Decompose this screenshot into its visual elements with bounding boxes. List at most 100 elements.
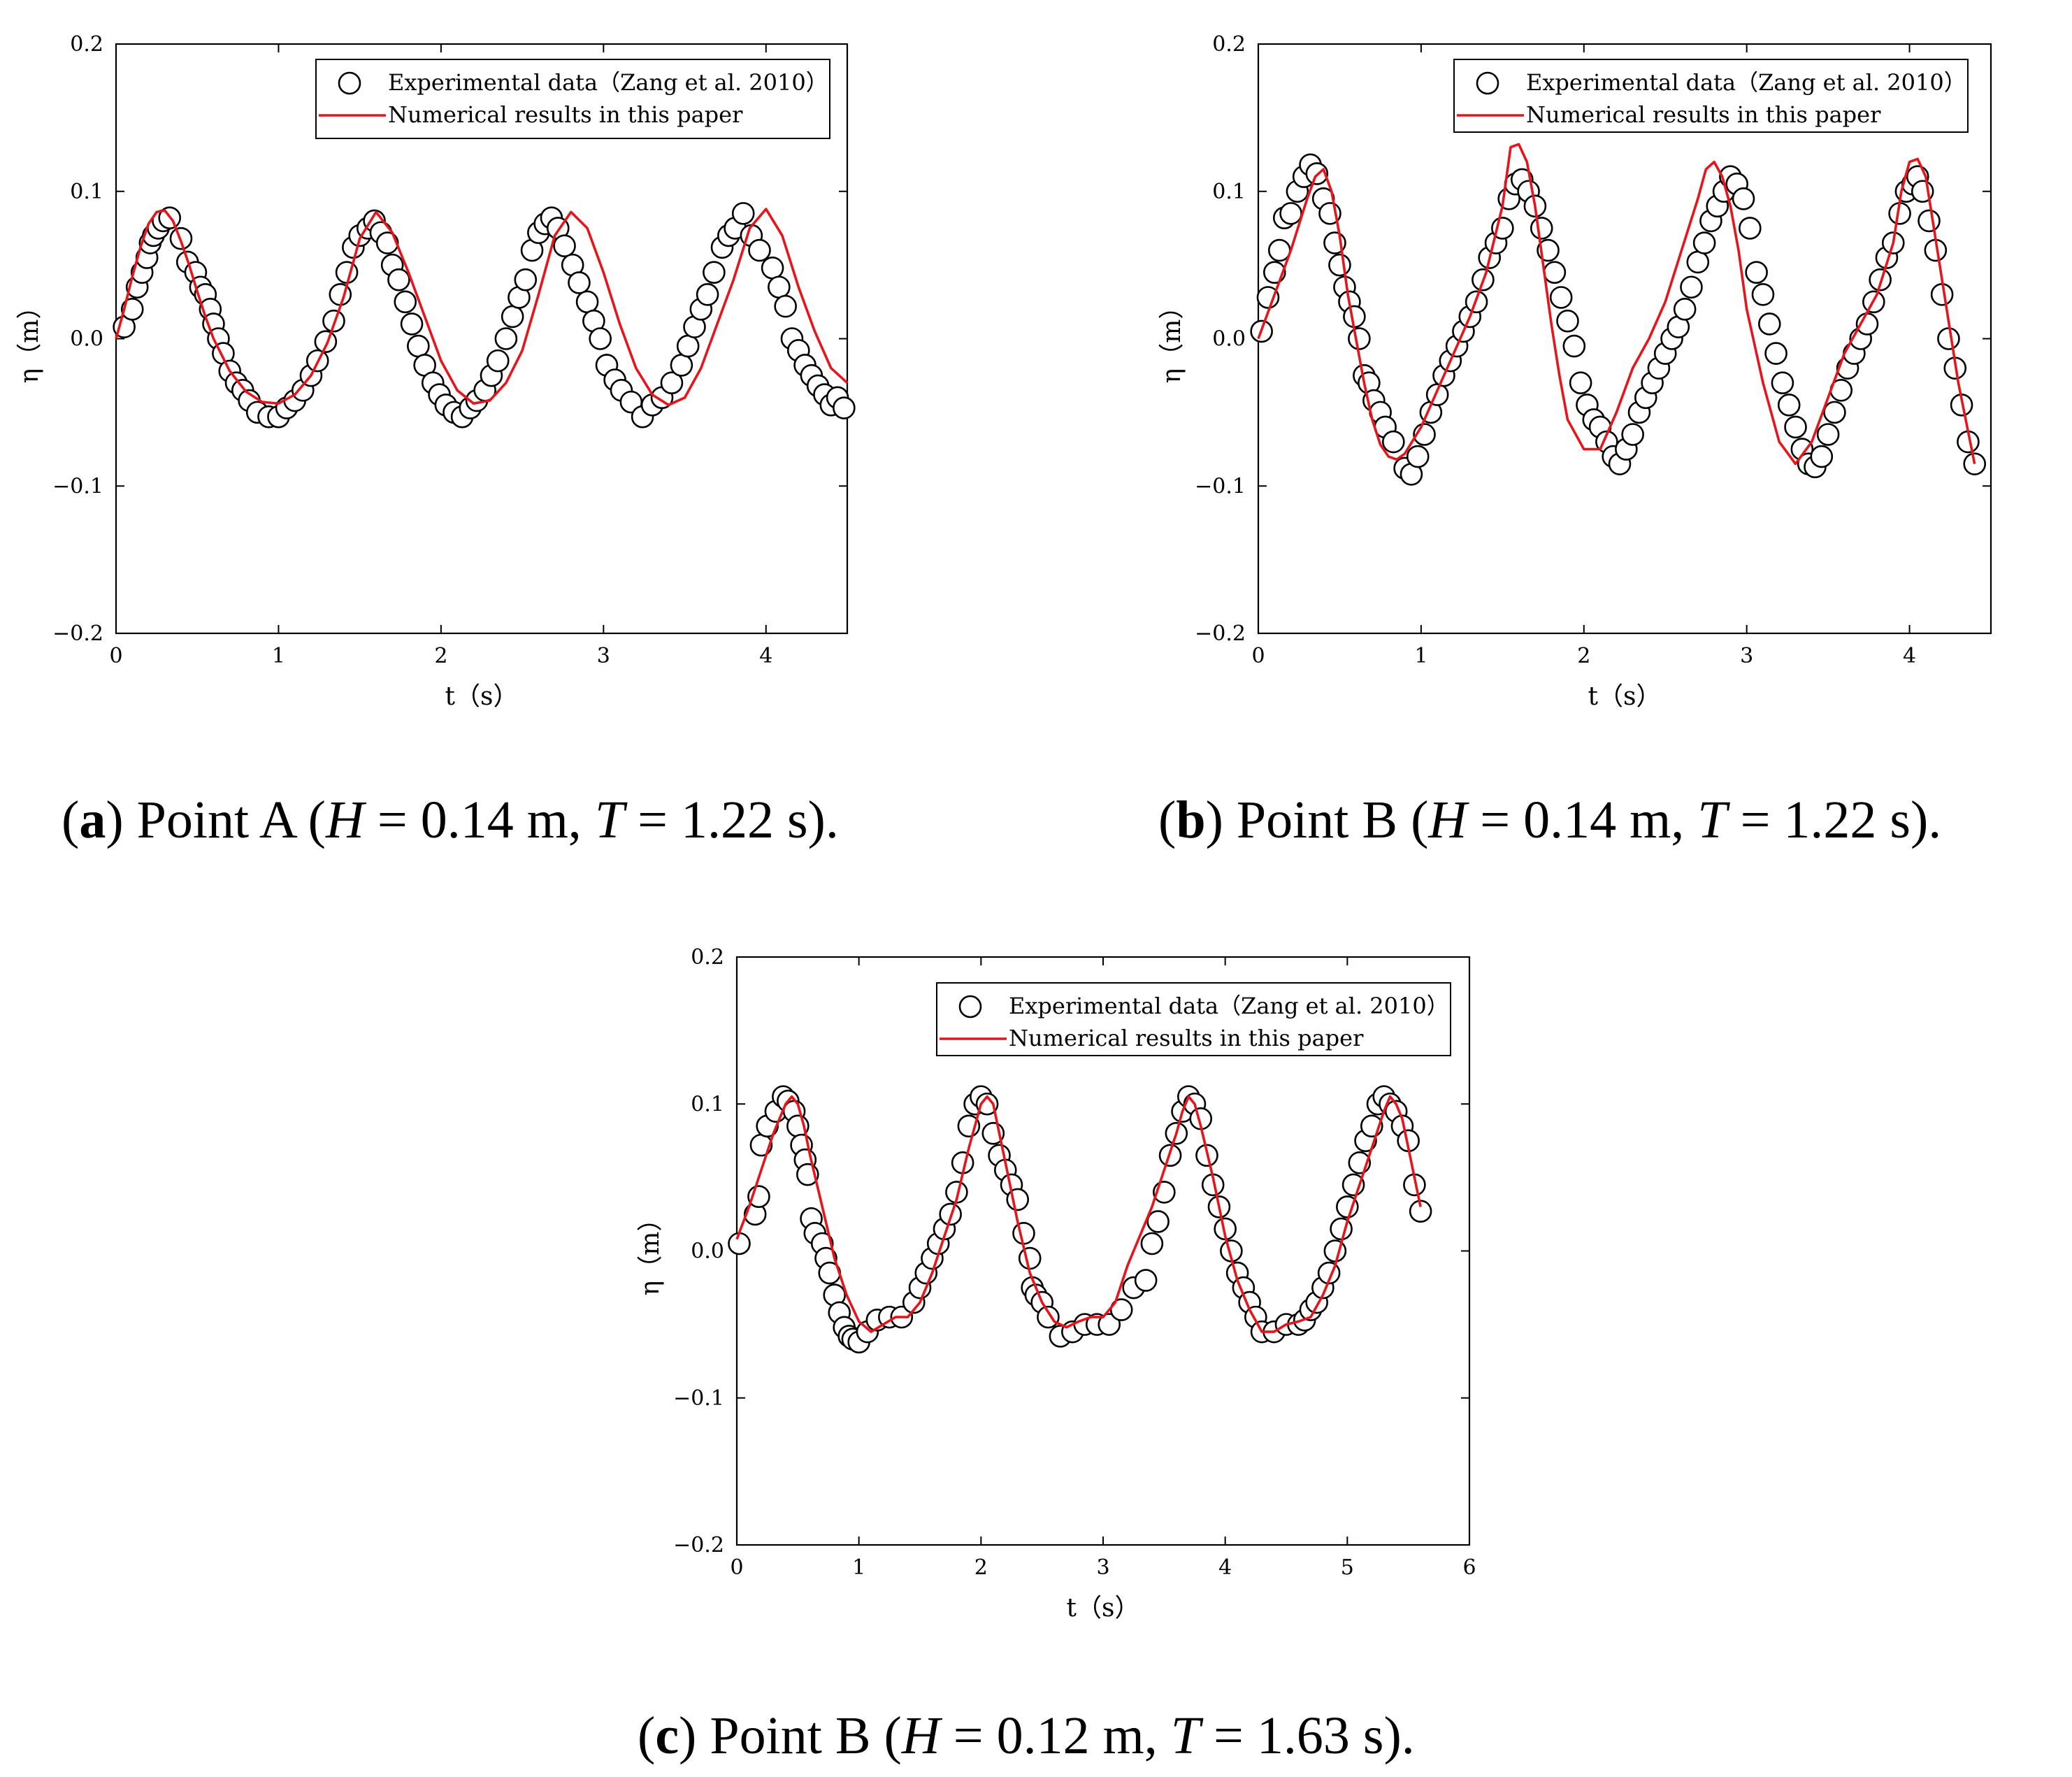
y-tick-label: 0.1 bbox=[1212, 180, 1246, 204]
caption-b-h-symbol: H bbox=[1428, 791, 1467, 849]
numerical-line bbox=[735, 1095, 1422, 1333]
caption-a-t-value: = 1.22 s). bbox=[624, 791, 839, 849]
caption-a-h-symbol: H bbox=[325, 791, 364, 849]
experimental-point bbox=[1692, 231, 1716, 254]
caption-c-t-value: = 1.63 s). bbox=[1200, 1706, 1415, 1765]
experimental-point bbox=[387, 268, 410, 292]
experimental-point bbox=[1937, 327, 1960, 350]
experimental-point bbox=[1140, 1232, 1164, 1256]
experimental-point bbox=[1963, 452, 1987, 475]
experimental-point bbox=[120, 298, 144, 321]
experimental-point bbox=[1764, 342, 1787, 365]
experimental-point bbox=[1918, 209, 1941, 233]
y-tick-label: −0.1 bbox=[1195, 474, 1246, 498]
legend-label-experimental: Experimental data（Zang et al. 2010） bbox=[1526, 69, 1966, 96]
experimental-point bbox=[1018, 1246, 1042, 1270]
x-tick-label: 0 bbox=[109, 644, 122, 668]
y-tick-label: 0.0 bbox=[1212, 327, 1246, 352]
experimental-point bbox=[833, 396, 856, 419]
experimental-point bbox=[375, 231, 399, 254]
caption-b-letter: b bbox=[1176, 791, 1206, 849]
legend: Experimental data（Zang et al. 2010） Numer… bbox=[936, 982, 1451, 1056]
caption-c-text: Point B ( bbox=[696, 1706, 902, 1765]
experimental-point bbox=[400, 312, 424, 336]
experimental-point bbox=[494, 327, 518, 350]
caption-c-h-symbol: H bbox=[901, 1706, 940, 1765]
experimental-point bbox=[1109, 1298, 1133, 1321]
experimental-point bbox=[1556, 309, 1579, 333]
experimental-point bbox=[761, 257, 784, 280]
legend-label-numerical: Numerical results in this paper bbox=[388, 101, 743, 128]
caption-a-letter: a bbox=[79, 791, 106, 849]
experimental-point bbox=[1381, 430, 1405, 454]
y-tick-label: −0.1 bbox=[673, 1386, 724, 1411]
legend-marker-experimental bbox=[338, 71, 361, 95]
experimental-point bbox=[1869, 268, 1892, 292]
x-tick-label: 2 bbox=[434, 644, 447, 668]
experimental-point bbox=[1549, 286, 1573, 309]
legend-label-experimental: Experimental data（Zang et al. 2010） bbox=[1009, 993, 1449, 1019]
experimental-point bbox=[1771, 371, 1794, 395]
caption-a-text: Point A ( bbox=[123, 791, 326, 849]
experimental-point bbox=[1012, 1221, 1035, 1245]
caption-b-text: Point B ( bbox=[1223, 791, 1429, 849]
experimental-point bbox=[1530, 217, 1553, 240]
experimental-point bbox=[1732, 187, 1755, 210]
x-axis-label: t（s） bbox=[1588, 682, 1662, 711]
caption-b-h-value: = 0.14 m, bbox=[1467, 791, 1698, 849]
legend-marker-experimental bbox=[958, 995, 982, 1019]
experimental-point bbox=[670, 354, 693, 377]
experimental-point bbox=[1569, 371, 1592, 395]
experimental-point bbox=[1680, 275, 1703, 299]
legend: Experimental data（Zang et al. 2010） Numer… bbox=[315, 59, 830, 139]
y-axis-label: η（m） bbox=[1158, 294, 1186, 384]
caption-b-t-value: = 1.22 s). bbox=[1727, 791, 1942, 849]
x-tick-label: 1 bbox=[852, 1555, 865, 1580]
experimental-point bbox=[568, 271, 591, 294]
experimental-point bbox=[1621, 423, 1644, 446]
experimental-point bbox=[1757, 312, 1781, 336]
chart-panel-c: 0 1 2 3 4 5 6 −0.2 −0.1 0.0 0.1 0.2 t（s） η（m） Experime… bbox=[636, 945, 1476, 1623]
legend-marker-experimental bbox=[1476, 71, 1499, 95]
numerical-line bbox=[1257, 143, 1976, 466]
experimental-point bbox=[1328, 253, 1351, 277]
legend-box bbox=[1453, 59, 1969, 133]
experimental-point bbox=[575, 290, 599, 314]
x-tick-label: 1 bbox=[272, 644, 285, 668]
experimental-point bbox=[394, 290, 417, 314]
legend-label-experimental: Experimental data（Zang et al. 2010） bbox=[388, 69, 828, 96]
experimental-point bbox=[1745, 261, 1768, 284]
experimental-point bbox=[768, 275, 791, 299]
x-tick-label: 3 bbox=[1740, 644, 1753, 668]
experimental-point bbox=[501, 305, 524, 329]
caption-b: (b) Point B (H = 0.14 m, T = 1.22 s). bbox=[1158, 791, 1942, 849]
experimental-point bbox=[407, 334, 430, 358]
legend-box bbox=[936, 982, 1451, 1056]
y-tick-label: 0.2 bbox=[1212, 32, 1246, 57]
x-tick-label: 1 bbox=[1414, 644, 1427, 668]
y-tick-label: 0.1 bbox=[691, 1092, 724, 1116]
x-axis-label: t（s） bbox=[445, 682, 519, 711]
legend-label-numerical: Numerical results in this paper bbox=[1526, 101, 1881, 128]
experimental-point bbox=[1256, 286, 1280, 309]
x-tick-label: 3 bbox=[597, 644, 610, 668]
legend: Experimental data（Zang et al. 2010） Numer… bbox=[1453, 59, 1969, 133]
experimental-point bbox=[1816, 423, 1840, 446]
y-tick-label: 0.0 bbox=[691, 1239, 724, 1264]
x-tick-label: 4 bbox=[1903, 644, 1916, 668]
numerical-line bbox=[115, 208, 849, 407]
x-tick-label: 4 bbox=[1218, 1555, 1232, 1580]
experimental-point bbox=[774, 294, 797, 318]
experimental-point bbox=[1336, 1195, 1359, 1218]
experimental-point bbox=[1686, 250, 1710, 274]
x-tick-label: 2 bbox=[1577, 644, 1590, 668]
experimental-point bbox=[1810, 445, 1834, 468]
caption-c-letter: c bbox=[655, 1706, 679, 1765]
experimental-point bbox=[975, 1092, 999, 1116]
experimental-point bbox=[1279, 202, 1302, 225]
y-axis-label: η（m） bbox=[636, 1207, 665, 1296]
experimental-point bbox=[1673, 298, 1697, 321]
x-tick-label: 2 bbox=[974, 1555, 988, 1580]
experimental-point bbox=[1543, 261, 1567, 284]
